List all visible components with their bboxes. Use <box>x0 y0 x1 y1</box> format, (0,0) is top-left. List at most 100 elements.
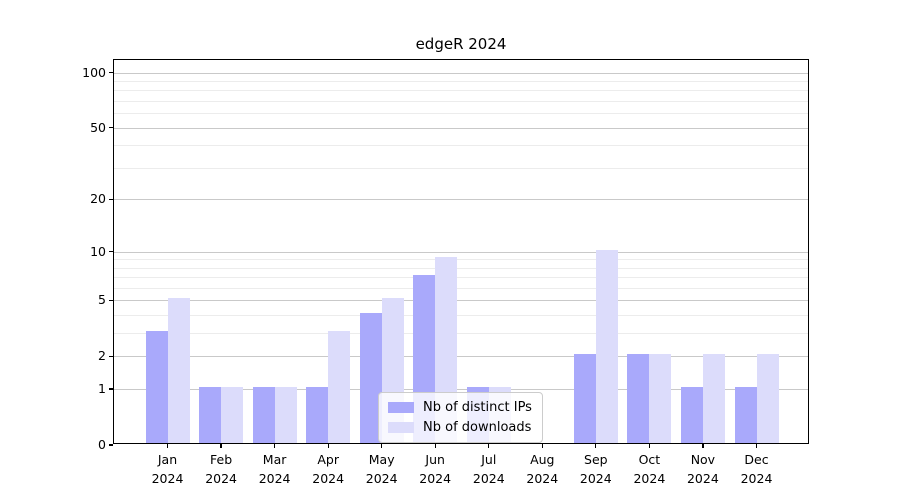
x-tick-year: 2024 <box>312 470 345 486</box>
gridline-major <box>114 389 808 391</box>
y-tick-mark <box>109 355 113 357</box>
y-tick-mark <box>109 299 113 302</box>
x-tick-month: Jul <box>481 452 497 467</box>
y-tick-mark <box>109 444 113 446</box>
gridline-major <box>114 199 808 201</box>
gridline-minor <box>114 315 808 317</box>
x-tick-label: May 2024 <box>366 451 398 489</box>
x-tick-mark <box>541 444 543 448</box>
gridline-minor <box>114 267 808 269</box>
gridline-minor <box>114 90 808 92</box>
x-tick-year: 2024 <box>740 470 773 486</box>
x-tick-mark <box>166 444 169 448</box>
x-tick-year: 2024 <box>205 470 237 486</box>
x-tick-mark <box>702 444 704 448</box>
legend-label: Nb of downloads <box>423 420 532 435</box>
gridline-minor <box>114 100 808 102</box>
gridline-major <box>114 72 808 74</box>
gridline-minor <box>114 287 808 289</box>
x-tick-label: Mar 2024 <box>259 451 291 489</box>
x-tick-month: Jun <box>425 452 445 467</box>
x-tick-month: Oct <box>638 452 661 467</box>
x-tick-month: Sep <box>584 452 608 467</box>
legend-swatch <box>388 402 414 413</box>
x-tick-year: 2024 <box>686 470 719 486</box>
legend-entry: Nb of distinct IPs <box>388 400 532 415</box>
y-tick-label: 2 <box>98 348 106 364</box>
gridline-minor <box>114 167 808 169</box>
bar <box>167 298 190 443</box>
x-tick-mark <box>434 444 436 448</box>
legend: Nb of distinct IPs Nb of downloads <box>378 392 543 443</box>
x-tick-year: 2024 <box>472 470 505 486</box>
bar <box>702 354 725 443</box>
x-tick-label: Apr 2024 <box>312 451 344 489</box>
legend-swatch <box>388 422 414 433</box>
y-tick-label: 20 <box>90 191 106 207</box>
plot-area: 0 1 2 5 10 20 50 100 Jan 2024 Feb 2024 Mar 2024 Apr 20… <box>82 59 809 486</box>
x-tick-label: Jul 2024 <box>473 451 505 489</box>
y-tick-label: 100 <box>82 64 106 80</box>
x-tick-month: May <box>368 452 395 467</box>
x-tick-mark <box>595 444 597 448</box>
x-tick-month: Aug <box>530 452 555 467</box>
x-tick-mark <box>327 444 329 448</box>
y-tick-label: 0 <box>98 437 106 453</box>
bar <box>359 313 382 443</box>
chart-title: edgeR 2024 <box>415 35 507 53</box>
gridline-minor <box>114 333 808 335</box>
y-tick-mark <box>109 388 113 390</box>
legend-entry: Nb of downloads <box>388 420 532 435</box>
x-tick-year: 2024 <box>633 470 666 486</box>
x-tick-mark <box>755 444 758 448</box>
x-tick-year: 2024 <box>365 470 398 486</box>
x-tick-label: Feb 2024 <box>205 451 237 489</box>
bar <box>328 331 351 443</box>
bar <box>649 354 672 443</box>
x-tick-mark <box>488 444 490 448</box>
x-tick-label: Nov 2024 <box>687 451 719 489</box>
bar <box>221 387 244 443</box>
x-tick-month: Dec <box>744 452 769 467</box>
x-tick-mark <box>273 444 276 448</box>
y-tick-label: 10 <box>90 243 106 259</box>
y-tick-label: 1 <box>98 381 106 397</box>
x-tick-label: Jun 2024 <box>419 451 451 489</box>
x-tick-mark <box>220 444 222 448</box>
gridline-minor <box>114 80 808 82</box>
bar <box>199 387 222 443</box>
x-tick-label: Oct 2024 <box>633 451 665 489</box>
bar <box>756 354 779 443</box>
bar <box>595 249 618 443</box>
x-tick-year: 2024 <box>258 470 291 486</box>
y-tick-label: 50 <box>90 119 106 135</box>
y-tick-mark <box>109 71 113 74</box>
x-tick-month: Apr <box>317 452 339 467</box>
y-tick-mark <box>109 250 113 253</box>
gridline-major <box>114 300 808 302</box>
x-tick-year: 2024 <box>419 470 452 486</box>
gridline-minor <box>114 145 808 147</box>
x-tick-year: 2024 <box>151 470 184 486</box>
bar <box>734 387 757 443</box>
bar <box>573 354 596 443</box>
x-tick-label: Aug 2024 <box>526 451 558 489</box>
y-tick-mark <box>109 126 113 129</box>
legend-label: Nb of distinct IPs <box>423 400 532 415</box>
x-tick-month: Nov <box>690 452 716 467</box>
bar <box>680 387 703 443</box>
x-tick-mark <box>648 444 651 448</box>
y-tick-mark <box>109 198 113 200</box>
gridline-minor <box>114 259 808 261</box>
x-tick-label: Jan 2024 <box>152 451 184 489</box>
x-tick-month: Mar <box>262 452 287 467</box>
x-tick-mark <box>381 444 383 448</box>
x-tick-label: Sep 2024 <box>580 451 612 489</box>
x-tick-month: Jan <box>157 452 178 467</box>
gridline-major <box>114 356 808 358</box>
bar <box>274 387 297 443</box>
x-tick-label: Dec 2024 <box>741 451 773 489</box>
bar <box>252 387 275 443</box>
gridline-minor <box>114 113 808 115</box>
